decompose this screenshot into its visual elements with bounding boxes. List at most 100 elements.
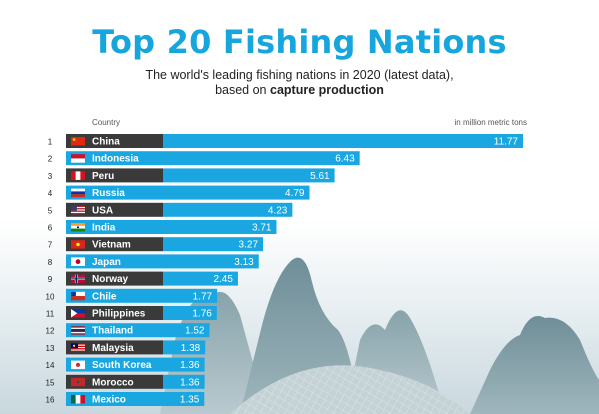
country-label: Chile bbox=[92, 291, 117, 302]
country-label: India bbox=[92, 223, 116, 234]
morocco-flag-icon bbox=[71, 377, 85, 387]
bar bbox=[163, 357, 205, 372]
rank-label: 8 bbox=[48, 258, 53, 267]
norway-flag-icon bbox=[71, 274, 85, 284]
bar bbox=[163, 220, 277, 234]
rank-label: 11 bbox=[46, 310, 55, 319]
rank-label: 14 bbox=[46, 361, 55, 370]
country-label: Thailand bbox=[92, 326, 133, 337]
bar bbox=[163, 168, 335, 183]
value-label: 11.77 bbox=[494, 137, 519, 148]
country-label: Japan bbox=[92, 257, 121, 268]
subtitle-line-2: based on capture production bbox=[0, 83, 599, 98]
bar bbox=[163, 237, 264, 252]
country-label-box bbox=[66, 271, 163, 286]
country-label: Mexico bbox=[92, 395, 126, 406]
rank-label: 5 bbox=[48, 206, 53, 215]
value-label: 5.61 bbox=[310, 171, 330, 182]
country-label-box bbox=[66, 306, 163, 320]
malaysia-flag-icon bbox=[71, 343, 85, 352]
value-label: 1.76 bbox=[192, 309, 212, 320]
rank-label: 6 bbox=[48, 224, 53, 233]
rank-label: 7 bbox=[48, 241, 53, 250]
china-flag-icon bbox=[71, 137, 85, 146]
rank-label: 16 bbox=[46, 396, 55, 405]
peru-flag-icon bbox=[71, 171, 85, 180]
country-label-box bbox=[66, 340, 163, 355]
value-label: 1.35 bbox=[180, 395, 200, 406]
country-label-box bbox=[66, 357, 163, 372]
country-label: China bbox=[92, 137, 120, 148]
bar bbox=[163, 151, 360, 166]
bar bbox=[163, 271, 238, 286]
rank-label: 3 bbox=[48, 172, 53, 181]
russia-flag-icon bbox=[71, 188, 85, 198]
rank-label: 2 bbox=[48, 155, 53, 164]
bar bbox=[163, 306, 217, 320]
value-label: 3.71 bbox=[252, 223, 272, 234]
value-label: 1.36 bbox=[180, 360, 200, 371]
value-label: 1.77 bbox=[193, 291, 213, 302]
bar bbox=[163, 254, 259, 269]
country-label-box bbox=[66, 288, 163, 303]
value-label: 1.38 bbox=[181, 343, 201, 354]
country-label: Morocco bbox=[92, 377, 134, 388]
country-label: Norway bbox=[92, 274, 129, 285]
value-label: 4.79 bbox=[285, 188, 305, 199]
thailand-flag-icon bbox=[71, 326, 85, 335]
bar bbox=[163, 185, 310, 200]
country-label: South Korea bbox=[92, 360, 152, 371]
country-label: Vietnam bbox=[92, 240, 131, 251]
country-label: Philippines bbox=[92, 309, 146, 320]
india-flag-icon bbox=[71, 223, 85, 232]
country-label-box bbox=[66, 168, 163, 183]
vietnam-flag-icon bbox=[71, 240, 85, 249]
rank-label: 15 bbox=[46, 378, 55, 387]
chile-flag-icon bbox=[71, 291, 85, 301]
subtitle-line-2-prefix: based on bbox=[215, 83, 270, 97]
rank-label: 12 bbox=[46, 327, 55, 336]
subtitle-line-2-bold: capture production bbox=[270, 83, 384, 97]
country-label: Peru bbox=[92, 171, 114, 182]
rank-label: 9 bbox=[48, 275, 53, 284]
column-header-country: Country bbox=[92, 118, 121, 127]
subtitle-line-1: The world's leading fishing nations in 2… bbox=[145, 68, 454, 82]
rank-label: 1 bbox=[48, 138, 53, 147]
rank-label: 4 bbox=[48, 189, 53, 198]
rank-label: 10 bbox=[46, 292, 55, 301]
country-label-box bbox=[66, 220, 163, 234]
bar bbox=[163, 392, 205, 406]
unit-label: in million metric tons bbox=[454, 118, 527, 127]
bar bbox=[163, 288, 218, 303]
country-label: USA bbox=[92, 205, 113, 216]
indonesia-flag-icon bbox=[71, 154, 85, 163]
country-label-box bbox=[66, 374, 163, 389]
country-label-box bbox=[66, 323, 163, 338]
value-label: 1.52 bbox=[185, 326, 205, 337]
value-label: 1.36 bbox=[180, 377, 200, 388]
bar bbox=[163, 374, 205, 389]
subtitle: The world's leading fishing nations in 2… bbox=[0, 68, 599, 98]
country-label-box bbox=[66, 237, 163, 252]
value-label: 3.13 bbox=[234, 257, 254, 268]
value-label: 6.43 bbox=[335, 154, 355, 165]
bar bbox=[163, 202, 293, 217]
usa-flag-icon bbox=[71, 205, 85, 215]
country-label-box bbox=[66, 202, 163, 217]
bar bbox=[163, 323, 210, 338]
bar bbox=[163, 134, 523, 148]
value-label: 3.27 bbox=[239, 240, 259, 251]
country-label: Indonesia bbox=[92, 154, 139, 165]
japan-flag-icon bbox=[71, 257, 85, 266]
value-label: 2.45 bbox=[213, 274, 233, 285]
country-label-box bbox=[66, 151, 163, 166]
value-label: 4.23 bbox=[268, 205, 288, 216]
bar bbox=[163, 340, 206, 355]
country-label: Malaysia bbox=[92, 343, 134, 354]
mexico-flag-icon bbox=[71, 395, 85, 404]
country-label-box bbox=[66, 392, 163, 406]
page-title: Top 20 Fishing Nations bbox=[92, 23, 507, 61]
rank-label: 13 bbox=[46, 344, 55, 353]
